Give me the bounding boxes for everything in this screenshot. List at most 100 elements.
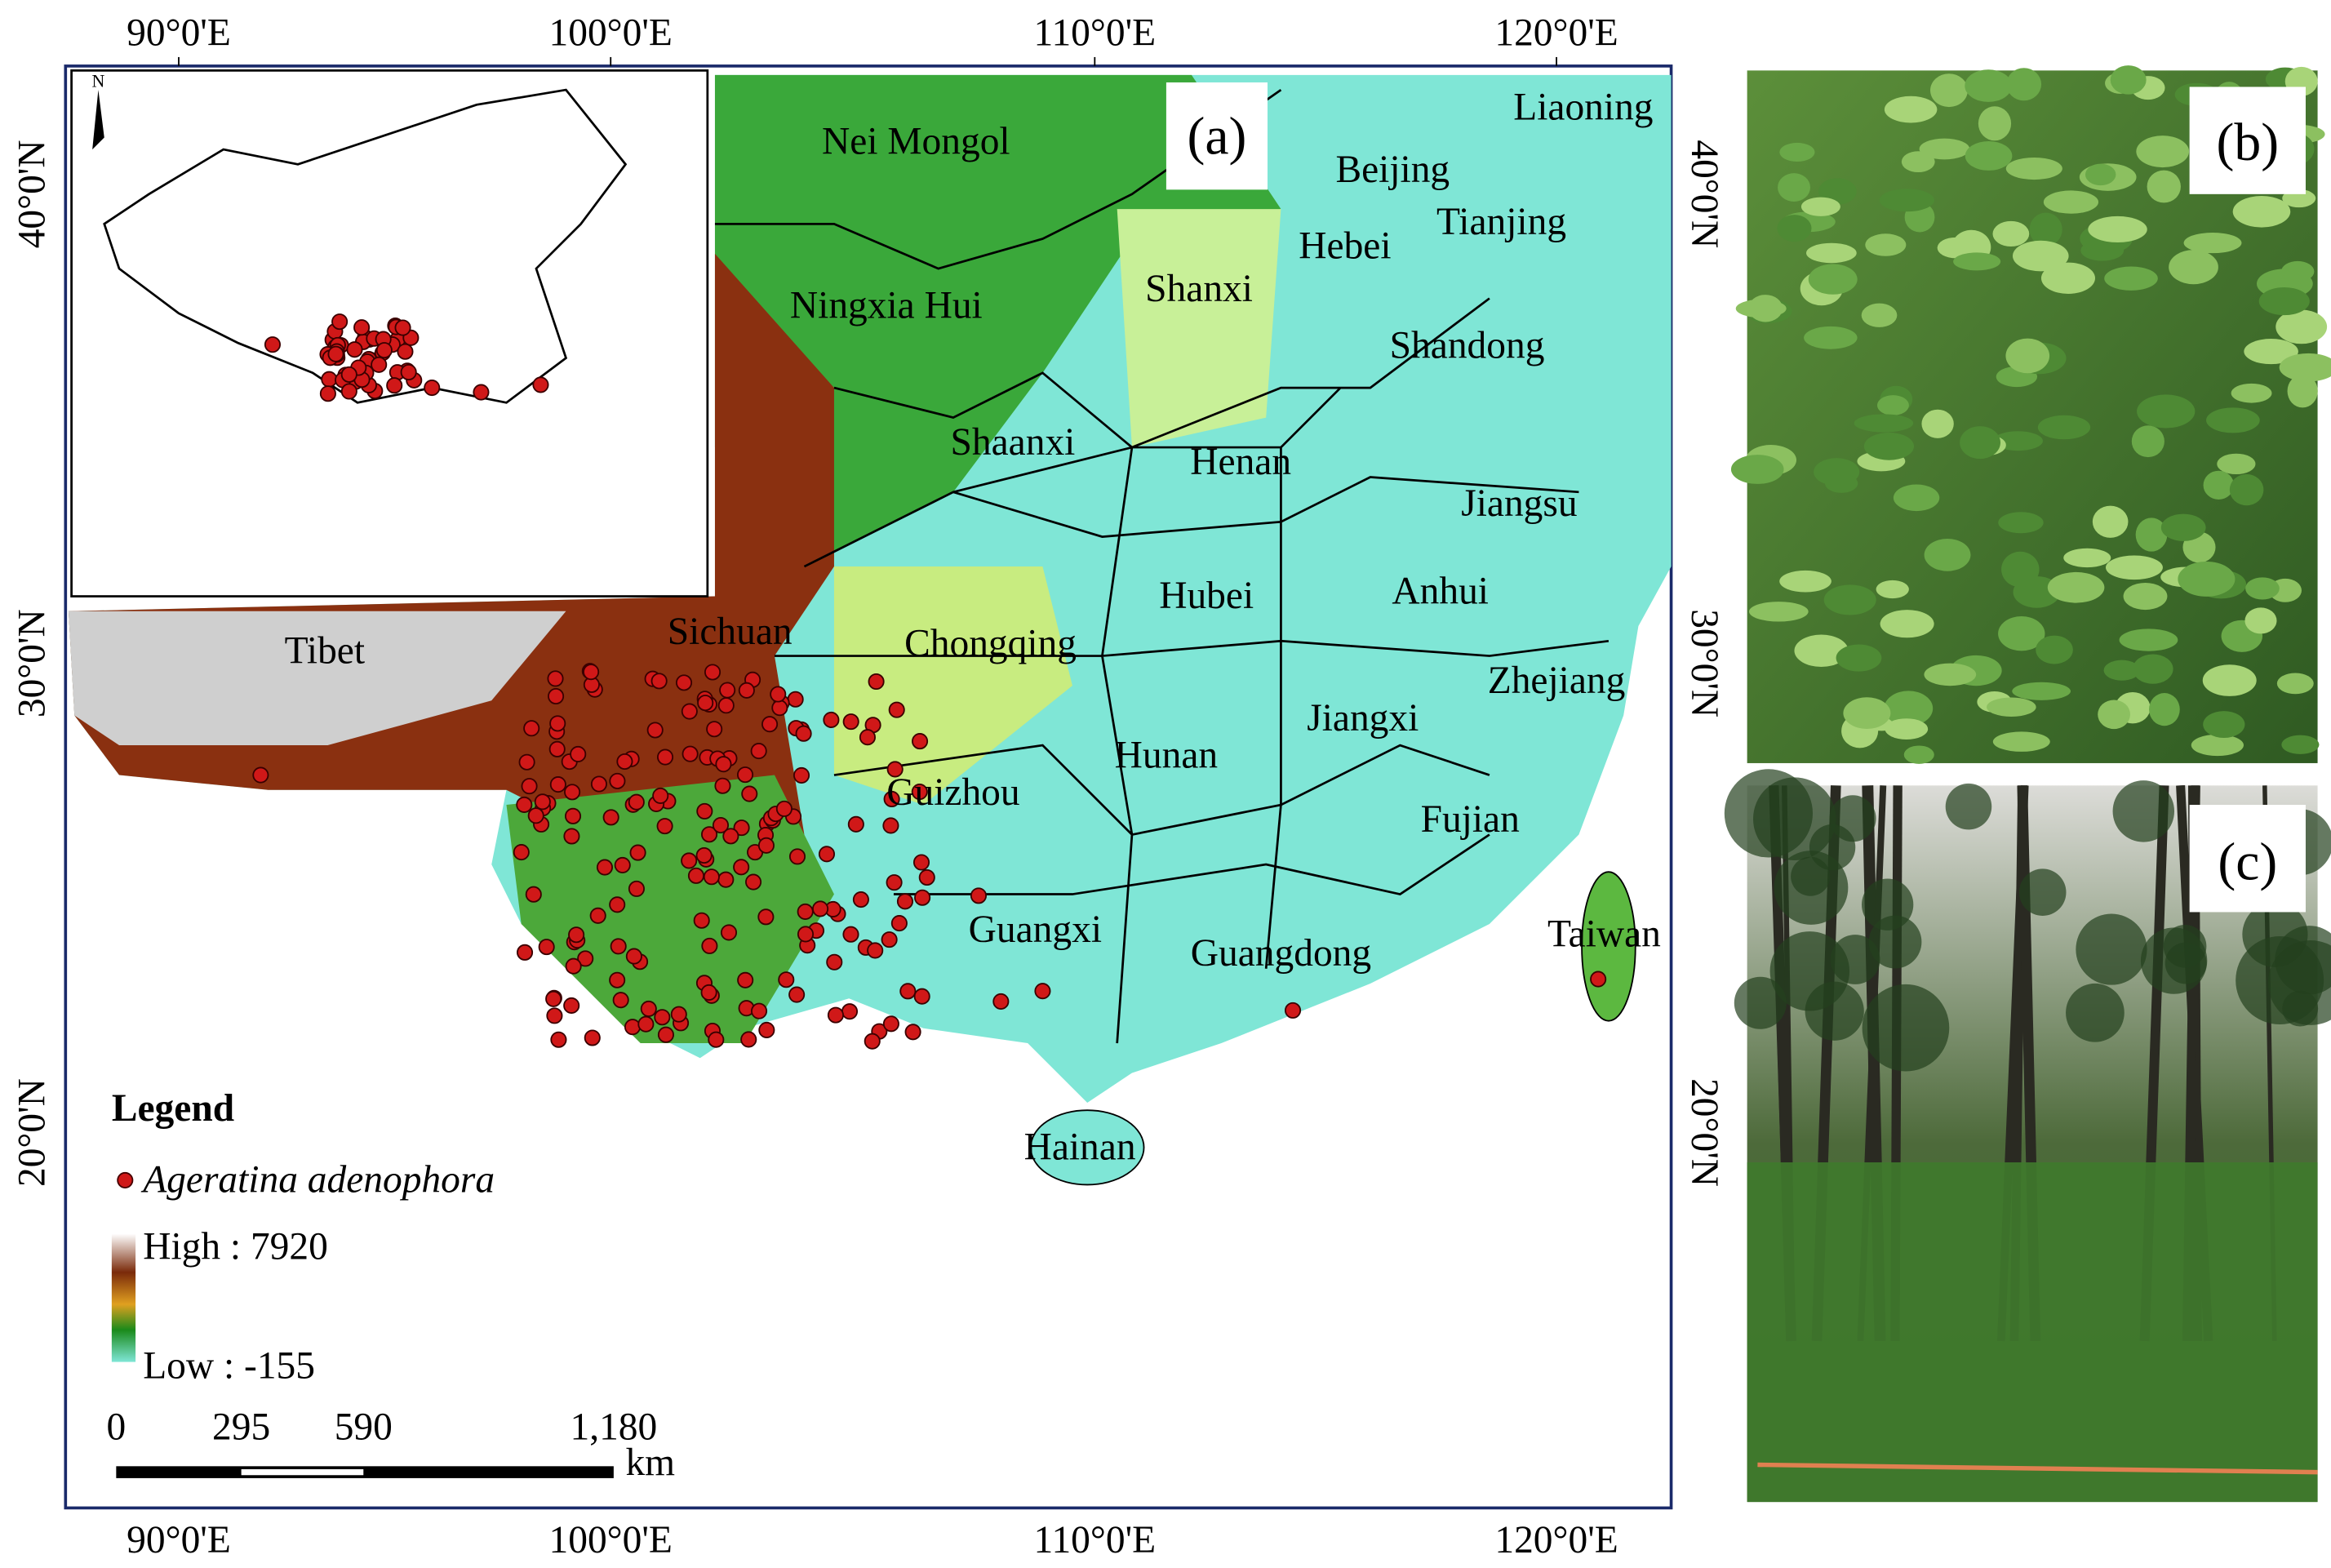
occurrence-point — [715, 756, 732, 773]
occurrence-point — [826, 953, 843, 971]
occurrence-point — [706, 721, 723, 738]
leaf — [1779, 142, 1815, 162]
lon-label: 120°0'E — [1494, 1519, 1618, 1561]
occurrence-point — [614, 856, 631, 873]
leaf — [1953, 252, 2001, 271]
legend-high: High : 7920 — [143, 1226, 328, 1268]
leaf — [1836, 644, 1882, 672]
occurrence-point — [758, 1021, 775, 1038]
occurrence-point — [704, 664, 722, 681]
occurrence-point — [609, 971, 626, 988]
north-arrow — [92, 90, 104, 150]
leaf — [1978, 106, 2012, 141]
panel-label: (a) — [1188, 107, 1247, 167]
occurrence-point — [775, 800, 793, 817]
leaf — [1998, 512, 2044, 534]
occurrence-point — [693, 912, 710, 929]
leaf — [1863, 432, 1915, 460]
province-label: Shandong — [1390, 325, 1545, 367]
occurrence-point — [612, 992, 629, 1009]
occurrence-point — [589, 907, 606, 924]
occurrence-point — [346, 341, 363, 358]
occurrence-point — [546, 1007, 563, 1024]
leaf — [2085, 163, 2116, 186]
province-label: Guangdong — [1191, 932, 1371, 975]
occurrence-point — [867, 942, 884, 959]
occurrence-point — [1284, 1002, 1302, 1019]
occurrence-point — [353, 319, 371, 336]
occurrence-point — [596, 859, 614, 876]
occurrence-point — [911, 784, 928, 801]
occurrence-point — [386, 377, 403, 394]
occurrence-point — [687, 867, 704, 884]
lon-label: 100°0'E — [549, 11, 673, 54]
occurrence-point — [340, 383, 357, 400]
leaf — [2131, 425, 2164, 458]
province-label: Jiangxi — [1307, 697, 1419, 740]
leaf — [2104, 266, 2158, 291]
canopy — [2282, 990, 2319, 1027]
occurrence-point — [736, 766, 754, 784]
occurrence-point — [610, 938, 627, 955]
occurrence-point — [550, 1031, 567, 1048]
occurrence-point — [914, 889, 931, 906]
lat-label: 30°0'N — [1683, 609, 1725, 717]
canopy — [1734, 976, 1787, 1029]
leaf — [1901, 151, 1935, 173]
elev-light — [1117, 209, 1281, 448]
leaf — [2029, 212, 2062, 247]
occurrence-point — [624, 1019, 642, 1036]
occurrence-point — [340, 366, 357, 383]
occurrence-point — [912, 733, 929, 750]
occurrence-point — [823, 711, 840, 728]
occurrence-point — [701, 937, 718, 954]
occurrence-point — [640, 1000, 657, 1017]
leaf — [2191, 734, 2244, 757]
scale-bar — [116, 1466, 614, 1478]
occurrence-point — [584, 1029, 601, 1046]
leaf — [1778, 173, 1810, 202]
leaf — [2231, 383, 2272, 403]
occurrence-point — [424, 380, 441, 397]
legend-title: Legend — [112, 1087, 234, 1130]
province-label: Tibet — [285, 630, 365, 673]
map-panel: N (a) Legend Ageratina adenophora High :… — [64, 64, 1673, 1510]
lat-label: 30°0'N — [11, 609, 54, 717]
occurrence-point — [532, 376, 549, 393]
leaf — [2088, 215, 2147, 243]
occurrence-point — [751, 1002, 768, 1019]
leaf — [2258, 287, 2310, 316]
occurrence-point — [1034, 983, 1051, 1000]
province-label: Shaanxi — [951, 421, 1076, 464]
occurrence-point — [740, 1031, 757, 1048]
occurrence-point — [882, 1015, 899, 1033]
leaf — [2281, 735, 2320, 754]
occurrence-point — [657, 1026, 674, 1043]
province-label: Ningxia Hui — [790, 284, 983, 326]
lon-label: 110°0'E — [1034, 11, 1157, 54]
occurrence-point — [517, 944, 534, 961]
occurrence-point — [842, 713, 859, 731]
leaf — [2287, 374, 2318, 408]
leaf — [2232, 195, 2291, 228]
occurrence-point — [590, 775, 607, 793]
leaf — [2183, 232, 2242, 254]
province-label: Hunan — [1115, 734, 1218, 776]
leaf — [1876, 580, 1909, 599]
leaf — [2135, 517, 2168, 552]
canopy — [1945, 783, 1992, 830]
occurrence-point — [319, 385, 336, 402]
province-label: Liaoning — [1513, 87, 1653, 129]
leaf — [1879, 189, 1934, 212]
occurrence-point — [682, 745, 699, 762]
label-box — [1166, 82, 1268, 190]
leaf — [1924, 538, 1971, 571]
leaf — [1865, 233, 1907, 256]
occurrence-point — [625, 948, 642, 965]
occurrence-point — [708, 1031, 725, 1048]
leaf — [1808, 264, 1858, 295]
leaf — [2005, 157, 2062, 180]
occurrence-point — [899, 983, 917, 1000]
occurrence-point — [886, 874, 903, 891]
occurrence-point — [545, 990, 562, 1007]
